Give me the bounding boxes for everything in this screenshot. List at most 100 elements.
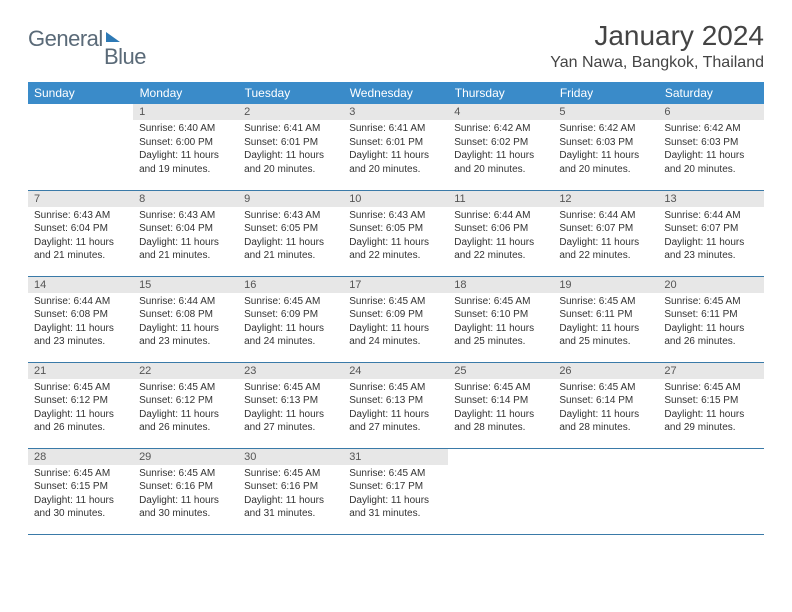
calendar-cell: 11Sunrise: 6:44 AMSunset: 6:06 PMDayligh… — [448, 190, 553, 276]
day-details: Sunrise: 6:40 AMSunset: 6:00 PMDaylight:… — [133, 120, 238, 180]
day-details: Sunrise: 6:44 AMSunset: 6:07 PMDaylight:… — [658, 207, 763, 267]
day-details: Sunrise: 6:44 AMSunset: 6:08 PMDaylight:… — [28, 293, 133, 353]
calendar-cell: 28Sunrise: 6:45 AMSunset: 6:15 PMDayligh… — [28, 448, 133, 534]
day-number: 10 — [343, 191, 448, 207]
calendar-cell: 31Sunrise: 6:45 AMSunset: 6:17 PMDayligh… — [343, 448, 448, 534]
calendar-cell — [658, 448, 763, 534]
day-details: Sunrise: 6:44 AMSunset: 6:07 PMDaylight:… — [553, 207, 658, 267]
logo-text-a: General — [28, 26, 103, 52]
day-number: 19 — [553, 277, 658, 293]
day-number: 27 — [658, 363, 763, 379]
calendar-table: SundayMondayTuesdayWednesdayThursdayFrid… — [28, 82, 764, 535]
day-details: Sunrise: 6:45 AMSunset: 6:16 PMDaylight:… — [238, 465, 343, 525]
day-details: Sunrise: 6:45 AMSunset: 6:09 PMDaylight:… — [343, 293, 448, 353]
day-details: Sunrise: 6:44 AMSunset: 6:06 PMDaylight:… — [448, 207, 553, 267]
day-details: Sunrise: 6:43 AMSunset: 6:05 PMDaylight:… — [238, 207, 343, 267]
calendar-cell: 21Sunrise: 6:45 AMSunset: 6:12 PMDayligh… — [28, 362, 133, 448]
calendar-page: General Blue January 2024 Yan Nawa, Bang… — [0, 0, 792, 555]
day-details: Sunrise: 6:45 AMSunset: 6:13 PMDaylight:… — [343, 379, 448, 439]
day-details: Sunrise: 6:41 AMSunset: 6:01 PMDaylight:… — [238, 120, 343, 180]
day-details: Sunrise: 6:41 AMSunset: 6:01 PMDaylight:… — [343, 120, 448, 180]
title-block: January 2024 Yan Nawa, Bangkok, Thailand — [550, 20, 764, 72]
day-details: Sunrise: 6:45 AMSunset: 6:09 PMDaylight:… — [238, 293, 343, 353]
day-details: Sunrise: 6:45 AMSunset: 6:15 PMDaylight:… — [658, 379, 763, 439]
day-details: Sunrise: 6:45 AMSunset: 6:12 PMDaylight:… — [133, 379, 238, 439]
day-number: 20 — [658, 277, 763, 293]
calendar-cell: 10Sunrise: 6:43 AMSunset: 6:05 PMDayligh… — [343, 190, 448, 276]
calendar-cell: 6Sunrise: 6:42 AMSunset: 6:03 PMDaylight… — [658, 104, 763, 190]
calendar-cell: 29Sunrise: 6:45 AMSunset: 6:16 PMDayligh… — [133, 448, 238, 534]
day-details: Sunrise: 6:42 AMSunset: 6:03 PMDaylight:… — [553, 120, 658, 180]
weekday-header: Friday — [553, 82, 658, 104]
day-details: Sunrise: 6:45 AMSunset: 6:10 PMDaylight:… — [448, 293, 553, 353]
day-number: 13 — [658, 191, 763, 207]
calendar-cell: 13Sunrise: 6:44 AMSunset: 6:07 PMDayligh… — [658, 190, 763, 276]
calendar-cell: 4Sunrise: 6:42 AMSunset: 6:02 PMDaylight… — [448, 104, 553, 190]
day-number: 6 — [658, 104, 763, 120]
day-number: 26 — [553, 363, 658, 379]
day-number: 23 — [238, 363, 343, 379]
day-details: Sunrise: 6:45 AMSunset: 6:17 PMDaylight:… — [343, 465, 448, 525]
day-number: 16 — [238, 277, 343, 293]
day-details: Sunrise: 6:45 AMSunset: 6:13 PMDaylight:… — [238, 379, 343, 439]
calendar-week-row: 7Sunrise: 6:43 AMSunset: 6:04 PMDaylight… — [28, 190, 764, 276]
day-details: Sunrise: 6:45 AMSunset: 6:14 PMDaylight:… — [448, 379, 553, 439]
calendar-header-row: SundayMondayTuesdayWednesdayThursdayFrid… — [28, 82, 764, 104]
calendar-week-row: 28Sunrise: 6:45 AMSunset: 6:15 PMDayligh… — [28, 448, 764, 534]
logo-text-b: Blue — [104, 44, 146, 70]
calendar-cell: 12Sunrise: 6:44 AMSunset: 6:07 PMDayligh… — [553, 190, 658, 276]
calendar-cell: 7Sunrise: 6:43 AMSunset: 6:04 PMDaylight… — [28, 190, 133, 276]
day-details: Sunrise: 6:45 AMSunset: 6:11 PMDaylight:… — [553, 293, 658, 353]
calendar-cell: 17Sunrise: 6:45 AMSunset: 6:09 PMDayligh… — [343, 276, 448, 362]
calendar-cell: 30Sunrise: 6:45 AMSunset: 6:16 PMDayligh… — [238, 448, 343, 534]
month-title: January 2024 — [550, 20, 764, 52]
header: General Blue January 2024 Yan Nawa, Bang… — [28, 20, 764, 72]
day-number: 14 — [28, 277, 133, 293]
weekday-header: Thursday — [448, 82, 553, 104]
calendar-cell — [28, 104, 133, 190]
day-details: Sunrise: 6:45 AMSunset: 6:12 PMDaylight:… — [28, 379, 133, 439]
day-number: 15 — [133, 277, 238, 293]
day-details: Sunrise: 6:45 AMSunset: 6:15 PMDaylight:… — [28, 465, 133, 525]
day-number: 28 — [28, 449, 133, 465]
day-number: 25 — [448, 363, 553, 379]
day-number: 5 — [553, 104, 658, 120]
calendar-cell: 15Sunrise: 6:44 AMSunset: 6:08 PMDayligh… — [133, 276, 238, 362]
day-number: 9 — [238, 191, 343, 207]
day-number: 12 — [553, 191, 658, 207]
calendar-cell: 1Sunrise: 6:40 AMSunset: 6:00 PMDaylight… — [133, 104, 238, 190]
day-number: 4 — [448, 104, 553, 120]
day-details: Sunrise: 6:42 AMSunset: 6:03 PMDaylight:… — [658, 120, 763, 180]
calendar-cell: 20Sunrise: 6:45 AMSunset: 6:11 PMDayligh… — [658, 276, 763, 362]
weekday-header: Wednesday — [343, 82, 448, 104]
calendar-cell — [448, 448, 553, 534]
day-number: 31 — [343, 449, 448, 465]
day-number: 1 — [133, 104, 238, 120]
calendar-cell: 3Sunrise: 6:41 AMSunset: 6:01 PMDaylight… — [343, 104, 448, 190]
calendar-cell: 5Sunrise: 6:42 AMSunset: 6:03 PMDaylight… — [553, 104, 658, 190]
day-number: 3 — [343, 104, 448, 120]
calendar-body: 1Sunrise: 6:40 AMSunset: 6:00 PMDaylight… — [28, 104, 764, 534]
weekday-header: Sunday — [28, 82, 133, 104]
weekday-header: Tuesday — [238, 82, 343, 104]
day-number: 7 — [28, 191, 133, 207]
calendar-cell: 16Sunrise: 6:45 AMSunset: 6:09 PMDayligh… — [238, 276, 343, 362]
day-number: 29 — [133, 449, 238, 465]
day-details: Sunrise: 6:42 AMSunset: 6:02 PMDaylight:… — [448, 120, 553, 180]
calendar-cell: 26Sunrise: 6:45 AMSunset: 6:14 PMDayligh… — [553, 362, 658, 448]
calendar-cell: 22Sunrise: 6:45 AMSunset: 6:12 PMDayligh… — [133, 362, 238, 448]
calendar-cell: 14Sunrise: 6:44 AMSunset: 6:08 PMDayligh… — [28, 276, 133, 362]
day-details: Sunrise: 6:43 AMSunset: 6:04 PMDaylight:… — [28, 207, 133, 267]
calendar-week-row: 14Sunrise: 6:44 AMSunset: 6:08 PMDayligh… — [28, 276, 764, 362]
calendar-cell: 2Sunrise: 6:41 AMSunset: 6:01 PMDaylight… — [238, 104, 343, 190]
calendar-cell: 23Sunrise: 6:45 AMSunset: 6:13 PMDayligh… — [238, 362, 343, 448]
day-number: 18 — [448, 277, 553, 293]
day-number: 24 — [343, 363, 448, 379]
weekday-header: Monday — [133, 82, 238, 104]
day-details: Sunrise: 6:44 AMSunset: 6:08 PMDaylight:… — [133, 293, 238, 353]
weekday-header: Saturday — [658, 82, 763, 104]
calendar-cell: 24Sunrise: 6:45 AMSunset: 6:13 PMDayligh… — [343, 362, 448, 448]
logo-triangle-icon — [106, 32, 120, 42]
day-number: 11 — [448, 191, 553, 207]
location: Yan Nawa, Bangkok, Thailand — [550, 54, 764, 72]
